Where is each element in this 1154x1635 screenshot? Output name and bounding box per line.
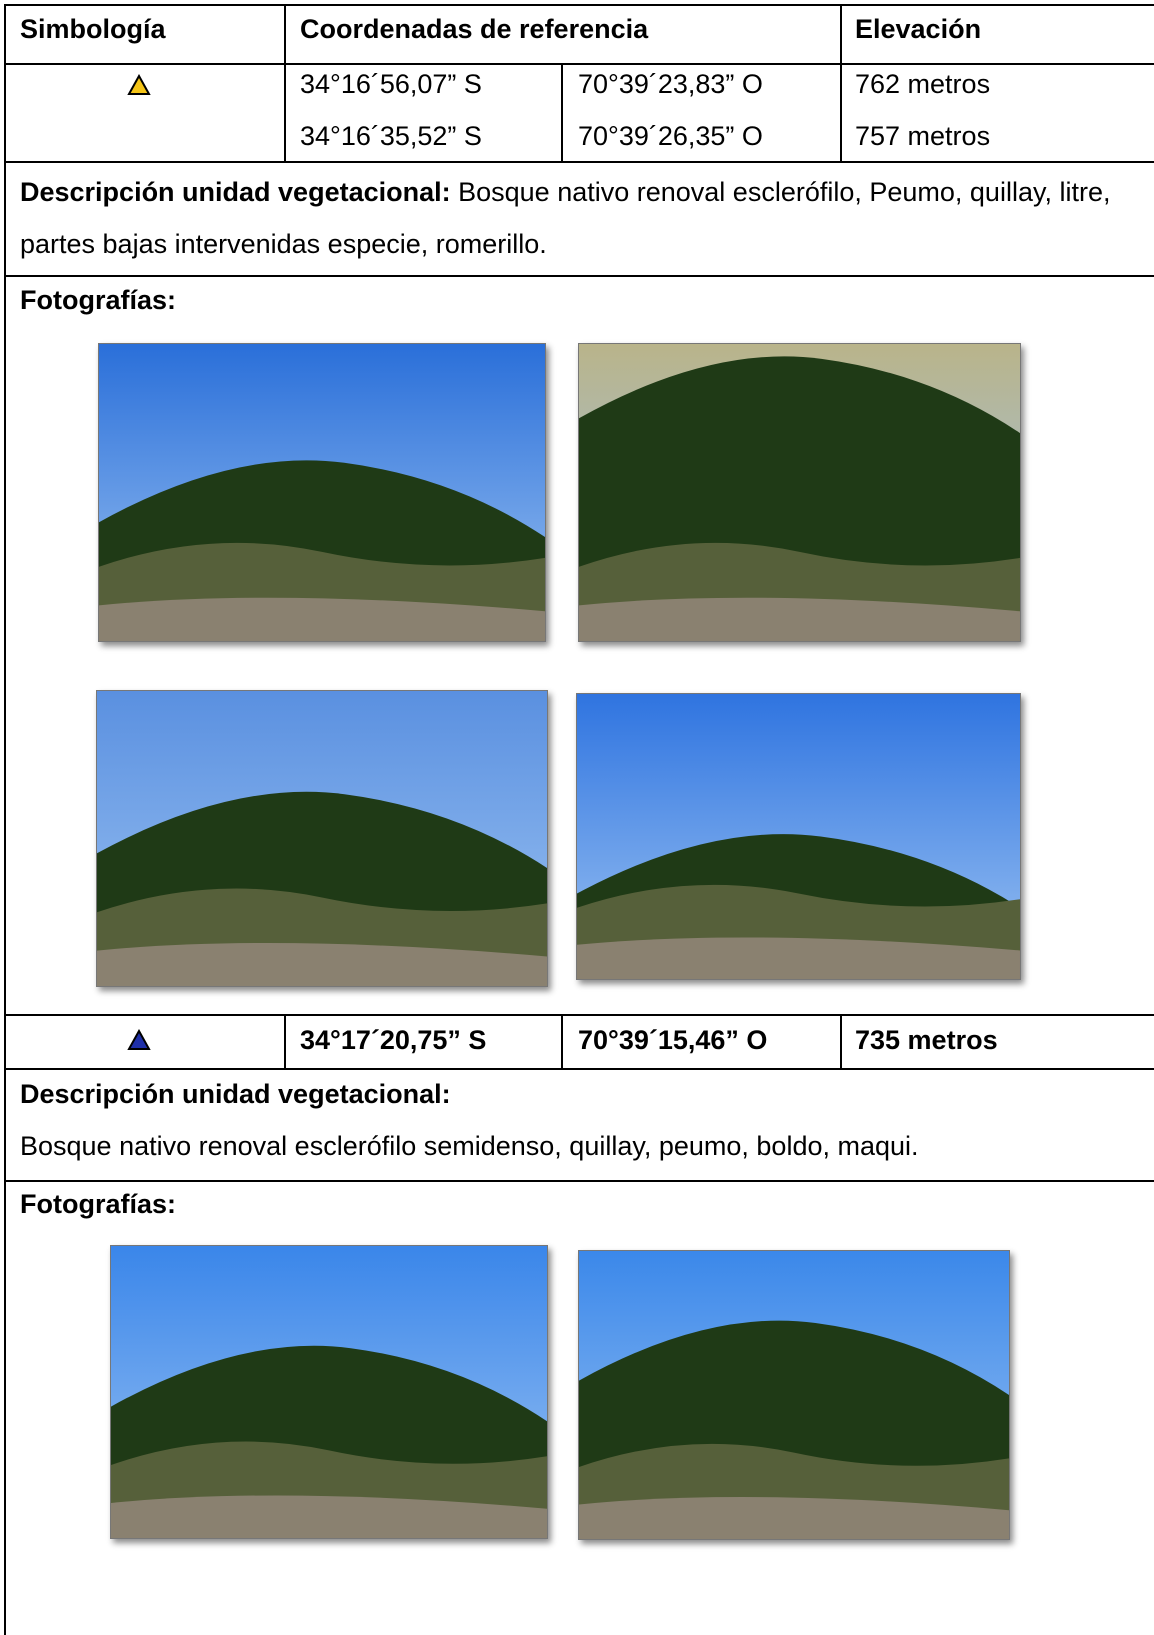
photo: [96, 690, 548, 987]
elevation: 762 metros: [855, 69, 991, 99]
photos-label: Fotografías:: [20, 1189, 177, 1219]
latitude: 34°17´20,75” S: [300, 1025, 487, 1055]
rule: [4, 161, 1154, 163]
rule: [4, 63, 1154, 65]
longitude: 70°39´23,83” O: [578, 69, 763, 99]
rule: [4, 275, 1154, 277]
header-cell: Simbología: [20, 14, 166, 44]
symbol-icon: [127, 1029, 151, 1050]
symbol-icon: [127, 74, 151, 95]
rule: [4, 4, 1154, 6]
rule: [284, 4, 286, 162]
description: Descripción unidad vegetacional: Bosque …: [20, 166, 1130, 270]
rule: [561, 1014, 563, 1069]
longitude: 70°39´15,46” O: [578, 1025, 768, 1055]
photos-label: Fotografías:: [20, 285, 177, 315]
rule: [561, 63, 563, 162]
rule: [840, 4, 842, 162]
rule: [840, 1014, 842, 1069]
rule: [4, 4, 6, 1635]
rule: [4, 1068, 1154, 1070]
photo: [110, 1245, 548, 1539]
header-cell: Elevación: [855, 14, 982, 44]
description-label: Descripción unidad vegetacional:: [20, 177, 451, 207]
description-label: Descripción unidad vegetacional:: [20, 1079, 451, 1109]
description-text: Bosque nativo renoval esclerófilo, Peumo…: [20, 177, 1111, 259]
photo: [578, 343, 1021, 642]
rule: [4, 1180, 1154, 1182]
photo: [578, 1250, 1010, 1540]
photo: [98, 343, 546, 642]
latitude: 34°16´56,07” S: [300, 69, 482, 99]
rule: [284, 1014, 286, 1069]
elevation: 757 metros: [855, 121, 991, 151]
rule: [4, 1014, 1154, 1016]
longitude: 70°39´26,35” O: [578, 121, 763, 151]
elevation: 735 metros: [855, 1025, 998, 1055]
latitude: 34°16´35,52” S: [300, 121, 482, 151]
description-text: Bosque nativo renoval esclerófilo semide…: [20, 1131, 919, 1161]
header-cell: Coordenadas de referencia: [300, 14, 649, 44]
photo: [576, 693, 1021, 980]
